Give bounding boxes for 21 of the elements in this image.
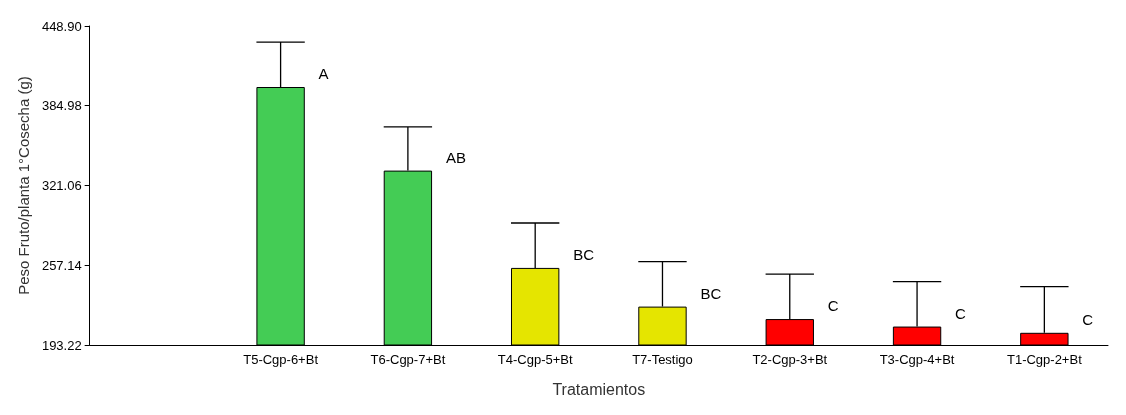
annotation: C [955,304,967,322]
x-tick-label: T7-Testigo [632,352,693,367]
x-tick-label: T3-Cgp-4+Bt [879,352,955,367]
y-tick-label: 321.06 [41,178,82,193]
y-tick-label: 193.22 [41,337,82,353]
annotation: BC [573,245,595,263]
x-tick-label: T6-Cgp-7+Bt [370,352,446,367]
annotation: C [1082,310,1094,328]
x-tick-label: T4-Cgp-5+Bt [497,352,573,367]
y-tick-label: 384.98 [41,98,82,114]
annotation: A [318,65,329,83]
x-tick-label: T1-Cgp-2+Bt [1006,352,1083,367]
annotation: BC [700,284,722,302]
annotation: C [827,297,839,315]
x-tick-label: T2-Cgp-3+Bt [752,352,828,367]
x-axis-title: Tratamientos [552,380,646,398]
annotation: AB [445,148,466,166]
y-axis-title: Peso Fruto/planta 1°Cosecha (g) [15,76,32,295]
y-tick-label: 257.14 [41,257,82,273]
x-tick-label: T5-Cgp-6+Bt [243,352,319,367]
y-tick-label: 448.90 [41,18,82,34]
